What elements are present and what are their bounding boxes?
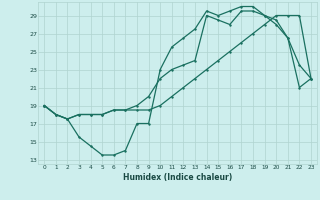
X-axis label: Humidex (Indice chaleur): Humidex (Indice chaleur)	[123, 173, 232, 182]
